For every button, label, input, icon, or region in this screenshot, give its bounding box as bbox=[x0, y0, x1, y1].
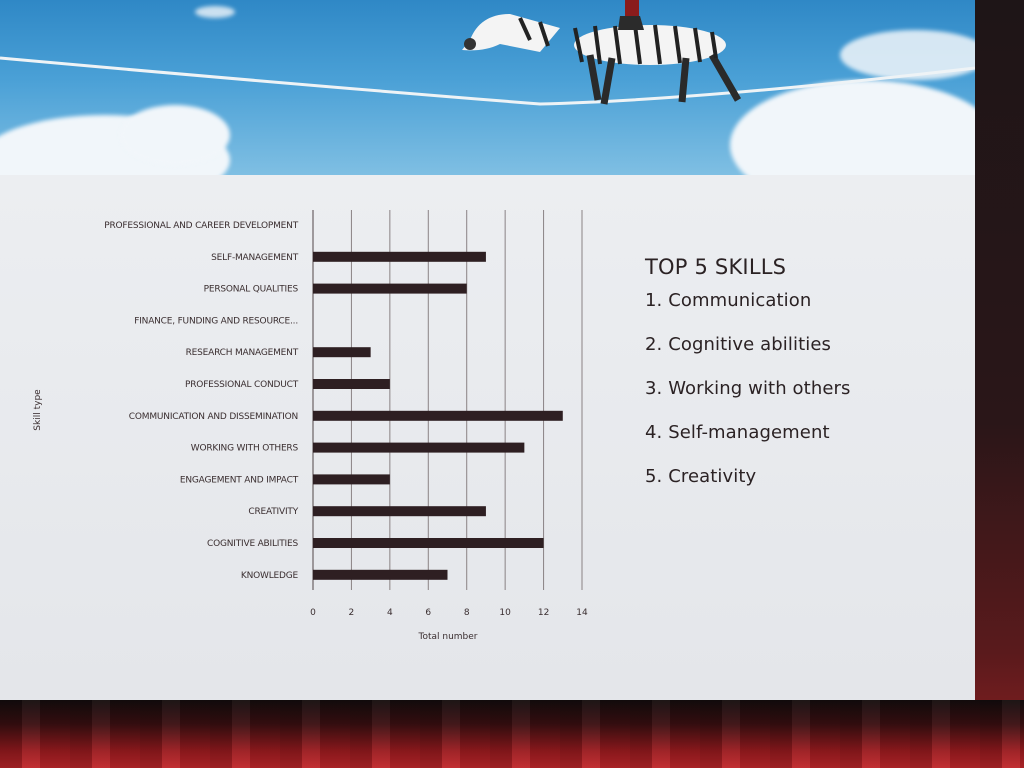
x-tick-label: 10 bbox=[499, 608, 511, 618]
projection-screen: PROFESSIONAL AND CAREER DEVELOPMENT SELF-… bbox=[0, 0, 975, 700]
x-tick-label: 12 bbox=[538, 608, 549, 618]
category-label: PROFESSIONAL AND CAREER DEVELOPMENT bbox=[104, 221, 298, 231]
banner-sky bbox=[0, 0, 975, 210]
bar-cognitive-abilities bbox=[313, 538, 544, 548]
category-label: CREATIVITY bbox=[248, 507, 298, 517]
top-skills-panel: TOP 5 SKILLS 1. Communication 2. Cogniti… bbox=[645, 255, 965, 511]
top-skill-5: 5. Creativity bbox=[645, 466, 757, 487]
x-tick-label: 14 bbox=[576, 608, 588, 618]
bar-professional-conduct bbox=[313, 379, 390, 389]
tightrope bbox=[0, 56, 975, 106]
x-axis-title: Total number bbox=[417, 632, 477, 642]
x-tick-label: 2 bbox=[349, 608, 355, 618]
top-skill-4: 4. Self-management bbox=[645, 422, 830, 443]
category-label: PERSONAL QUALITIES bbox=[204, 285, 299, 295]
slide-body bbox=[0, 175, 975, 700]
stage-backdrop-right bbox=[975, 0, 1024, 768]
chart-category-labels: PROFESSIONAL AND CAREER DEVELOPMENT SELF-… bbox=[104, 221, 299, 581]
bar-communication-and-dissemination bbox=[313, 410, 563, 421]
cloud-left-small bbox=[120, 105, 230, 165]
rider bbox=[618, 0, 644, 30]
bar-working-with-others bbox=[313, 442, 525, 453]
chart-x-tick-labels: 0 2 4 6 8 10 12 14 bbox=[310, 608, 588, 618]
category-label: SELF-MANAGEMENT bbox=[211, 253, 299, 263]
category-label: KNOWLEDGE bbox=[241, 571, 299, 581]
bar-self-management bbox=[313, 251, 486, 262]
top-skill-3: 3. Working with others bbox=[645, 378, 851, 399]
zebra-on-tightrope-icon bbox=[0, 0, 975, 106]
category-label: FINANCE, FUNDING AND RESOURCE... bbox=[134, 316, 298, 326]
bar-research-management bbox=[313, 347, 371, 358]
category-label: PROFESSIONAL CONDUCT bbox=[185, 380, 299, 390]
top-skill-1: 1. Communication bbox=[645, 290, 812, 311]
category-label: COMMUNICATION AND DISSEMINATION bbox=[129, 412, 298, 422]
top-skill-2: 2. Cognitive abilities bbox=[645, 334, 831, 355]
skills-bar-chart: PROFESSIONAL AND CAREER DEVELOPMENT SELF-… bbox=[33, 210, 588, 642]
x-tick-label: 0 bbox=[310, 608, 316, 618]
category-label: ENGAGEMENT AND IMPACT bbox=[180, 475, 299, 485]
top-skills-title: TOP 5 SKILLS bbox=[645, 255, 787, 279]
y-axis-title: Skill type bbox=[33, 389, 43, 431]
x-tick-label: 6 bbox=[425, 608, 431, 618]
x-tick-label: 4 bbox=[387, 608, 393, 618]
category-label: COGNITIVE ABILITIES bbox=[207, 539, 298, 549]
category-label: RESEARCH MANAGEMENT bbox=[186, 348, 299, 358]
chart-bars bbox=[313, 251, 563, 580]
x-tick-label: 8 bbox=[464, 608, 470, 618]
bar-personal-qualities bbox=[313, 283, 467, 294]
zebra bbox=[462, 14, 742, 105]
stage-backdrop-bottom bbox=[0, 700, 1024, 768]
bar-engagement-and-impact bbox=[313, 474, 390, 485]
bar-creativity bbox=[313, 506, 486, 517]
cloud-top-wisp bbox=[195, 6, 235, 18]
chart-gridlines bbox=[312, 210, 583, 590]
bar-knowledge bbox=[313, 569, 448, 580]
category-label: WORKING WITH OTHERS bbox=[191, 444, 299, 454]
